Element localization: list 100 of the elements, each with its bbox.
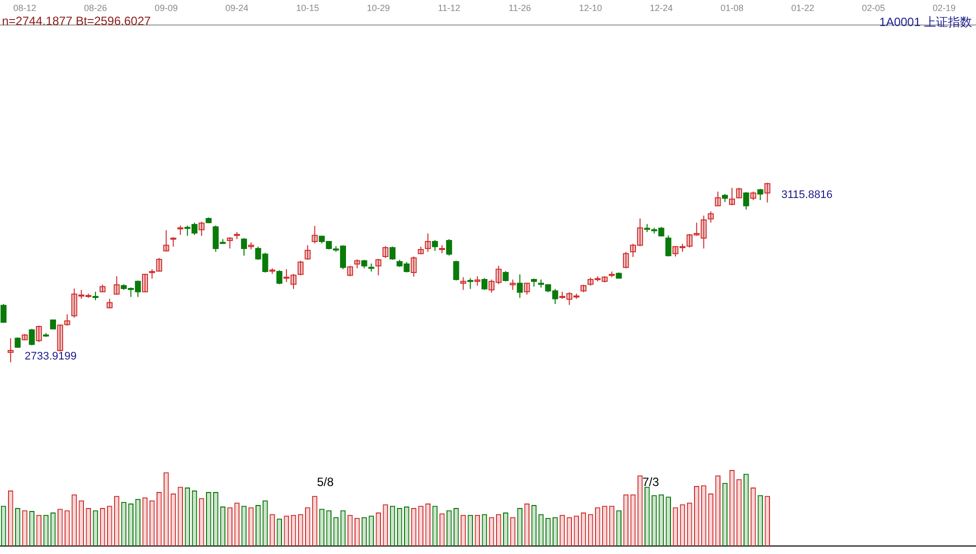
bar (298, 514, 304, 546)
x-tick-label: 12-10 (579, 2, 602, 13)
bar (57, 508, 63, 546)
bar (376, 512, 382, 546)
bar (552, 517, 558, 546)
bar (234, 502, 240, 546)
bar (156, 492, 162, 546)
bar (213, 492, 218, 546)
chart-title: 1A0001 上证指数 (879, 14, 972, 31)
x-tick-label: 01-08 (720, 2, 744, 13)
bar (362, 517, 367, 546)
bar (468, 514, 473, 546)
x-tick-label: 01-22 (791, 2, 814, 13)
bar (602, 506, 608, 546)
x-tick-label: 12-24 (650, 2, 673, 13)
bar (22, 510, 28, 546)
bar (750, 487, 756, 546)
bar (736, 479, 742, 546)
bar (290, 514, 296, 546)
bar (666, 496, 671, 546)
bar (531, 504, 537, 546)
bar (43, 514, 49, 546)
bar (764, 496, 770, 546)
bar (8, 490, 14, 546)
bar (248, 507, 254, 546)
bar (758, 495, 763, 546)
bar (142, 497, 148, 546)
bar (15, 508, 20, 546)
bar (694, 486, 700, 546)
bar (128, 503, 134, 546)
bar (390, 506, 396, 546)
bar (262, 500, 268, 546)
bar (680, 504, 686, 546)
bar (701, 485, 706, 546)
bar (580, 512, 586, 546)
bar (382, 504, 388, 546)
bar (270, 514, 275, 546)
bar (588, 514, 594, 546)
bar (170, 494, 176, 546)
bar (255, 504, 261, 546)
x-tick-label: 08-26 (84, 2, 107, 13)
bar (198, 498, 204, 546)
bar (425, 503, 431, 546)
bar (454, 508, 459, 546)
bar (517, 508, 522, 546)
x-tick-label: 11-26 (508, 2, 532, 13)
bar (29, 511, 34, 546)
bar (609, 506, 614, 546)
bar (78, 500, 84, 546)
bar (36, 514, 42, 546)
bar (312, 496, 318, 546)
x-tick-label: 09-09 (154, 2, 178, 13)
bar (114, 496, 120, 546)
bar (333, 517, 339, 546)
bar (396, 508, 402, 546)
bar (686, 502, 692, 546)
annotation: 5/8 (316, 475, 334, 489)
bar (305, 507, 310, 546)
bar (100, 508, 106, 546)
bar (560, 514, 565, 546)
bar (206, 492, 212, 546)
bar (106, 506, 112, 546)
bar (623, 494, 629, 546)
x-tick-label: 10-15 (296, 2, 320, 13)
bar (743, 474, 749, 546)
bar (340, 510, 346, 546)
bar (715, 475, 721, 546)
bar (644, 486, 650, 546)
bar (164, 472, 169, 546)
bar (439, 513, 445, 546)
bar (432, 506, 438, 546)
bar (326, 510, 332, 546)
bar (284, 516, 290, 546)
bar (184, 487, 190, 546)
bar (241, 506, 247, 546)
bar (149, 500, 155, 546)
bar (411, 508, 416, 546)
bar (368, 516, 374, 546)
bar (672, 507, 678, 546)
bar (64, 510, 70, 546)
annotation: 3115.8816 (781, 188, 833, 201)
bar (708, 494, 714, 546)
bar (178, 486, 183, 546)
bar (524, 503, 530, 546)
bar (496, 514, 502, 546)
bar (92, 510, 98, 546)
bar (729, 470, 735, 546)
bar (503, 512, 508, 546)
bar (538, 514, 544, 546)
bar (347, 514, 353, 546)
bar (319, 508, 324, 546)
bar (545, 518, 551, 546)
bar (354, 518, 360, 546)
x-tick-label: 02-05 (862, 2, 885, 13)
bar (446, 510, 452, 546)
x-tick-label: 08-12 (13, 2, 36, 13)
annotation: 2733.9199 (24, 350, 77, 362)
bar (658, 494, 664, 546)
bar (566, 517, 572, 546)
bar (637, 475, 643, 546)
